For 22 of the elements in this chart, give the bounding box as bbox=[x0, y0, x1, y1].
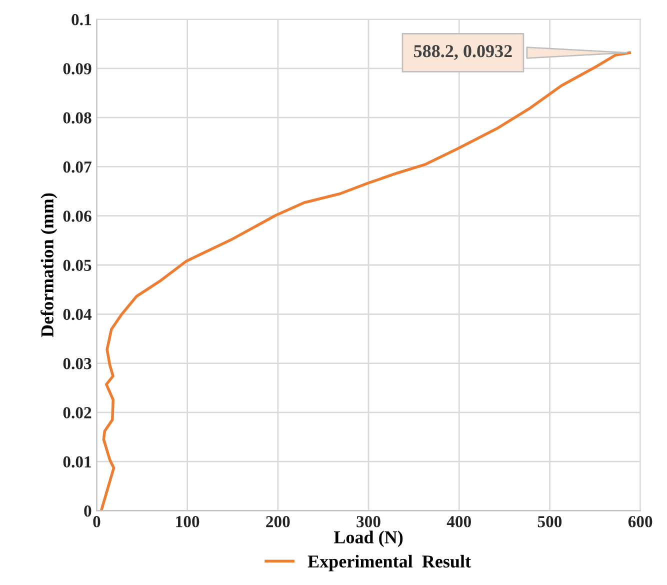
x-axis-title: Load (N) bbox=[334, 530, 403, 548]
y-tick-label: 0 bbox=[84, 505, 92, 517]
x-tick-label: 600 bbox=[628, 516, 652, 528]
x-tick-label: 400 bbox=[446, 516, 471, 528]
x-tick-label: 200 bbox=[266, 516, 290, 528]
y-tick-label: 0.06 bbox=[63, 210, 92, 222]
legend-label: Experimental Result bbox=[308, 554, 471, 572]
x-tick-label: 500 bbox=[538, 516, 562, 528]
x-tick-label: 0 bbox=[93, 516, 100, 528]
y-tick-label: 0.07 bbox=[63, 161, 92, 173]
y-tick-label: 0.03 bbox=[63, 358, 92, 370]
y-tick-label: 0.01 bbox=[63, 456, 91, 468]
y-tick-label: 0.09 bbox=[63, 63, 92, 74]
y-tick-label: 0.1 bbox=[72, 14, 91, 26]
y-tick-label: 0.02 bbox=[63, 407, 92, 418]
y-tick-label: 0.08 bbox=[63, 112, 92, 124]
x-tick-label: 100 bbox=[176, 516, 200, 528]
annotation: 588.2, 0.0932 bbox=[414, 45, 512, 60]
y-tick-label: 0.05 bbox=[63, 260, 92, 272]
x-tick-label: 300 bbox=[356, 516, 380, 528]
y-axis-title: Deformation (mm) bbox=[40, 193, 58, 338]
y-tick-label: 0.04 bbox=[63, 308, 92, 320]
